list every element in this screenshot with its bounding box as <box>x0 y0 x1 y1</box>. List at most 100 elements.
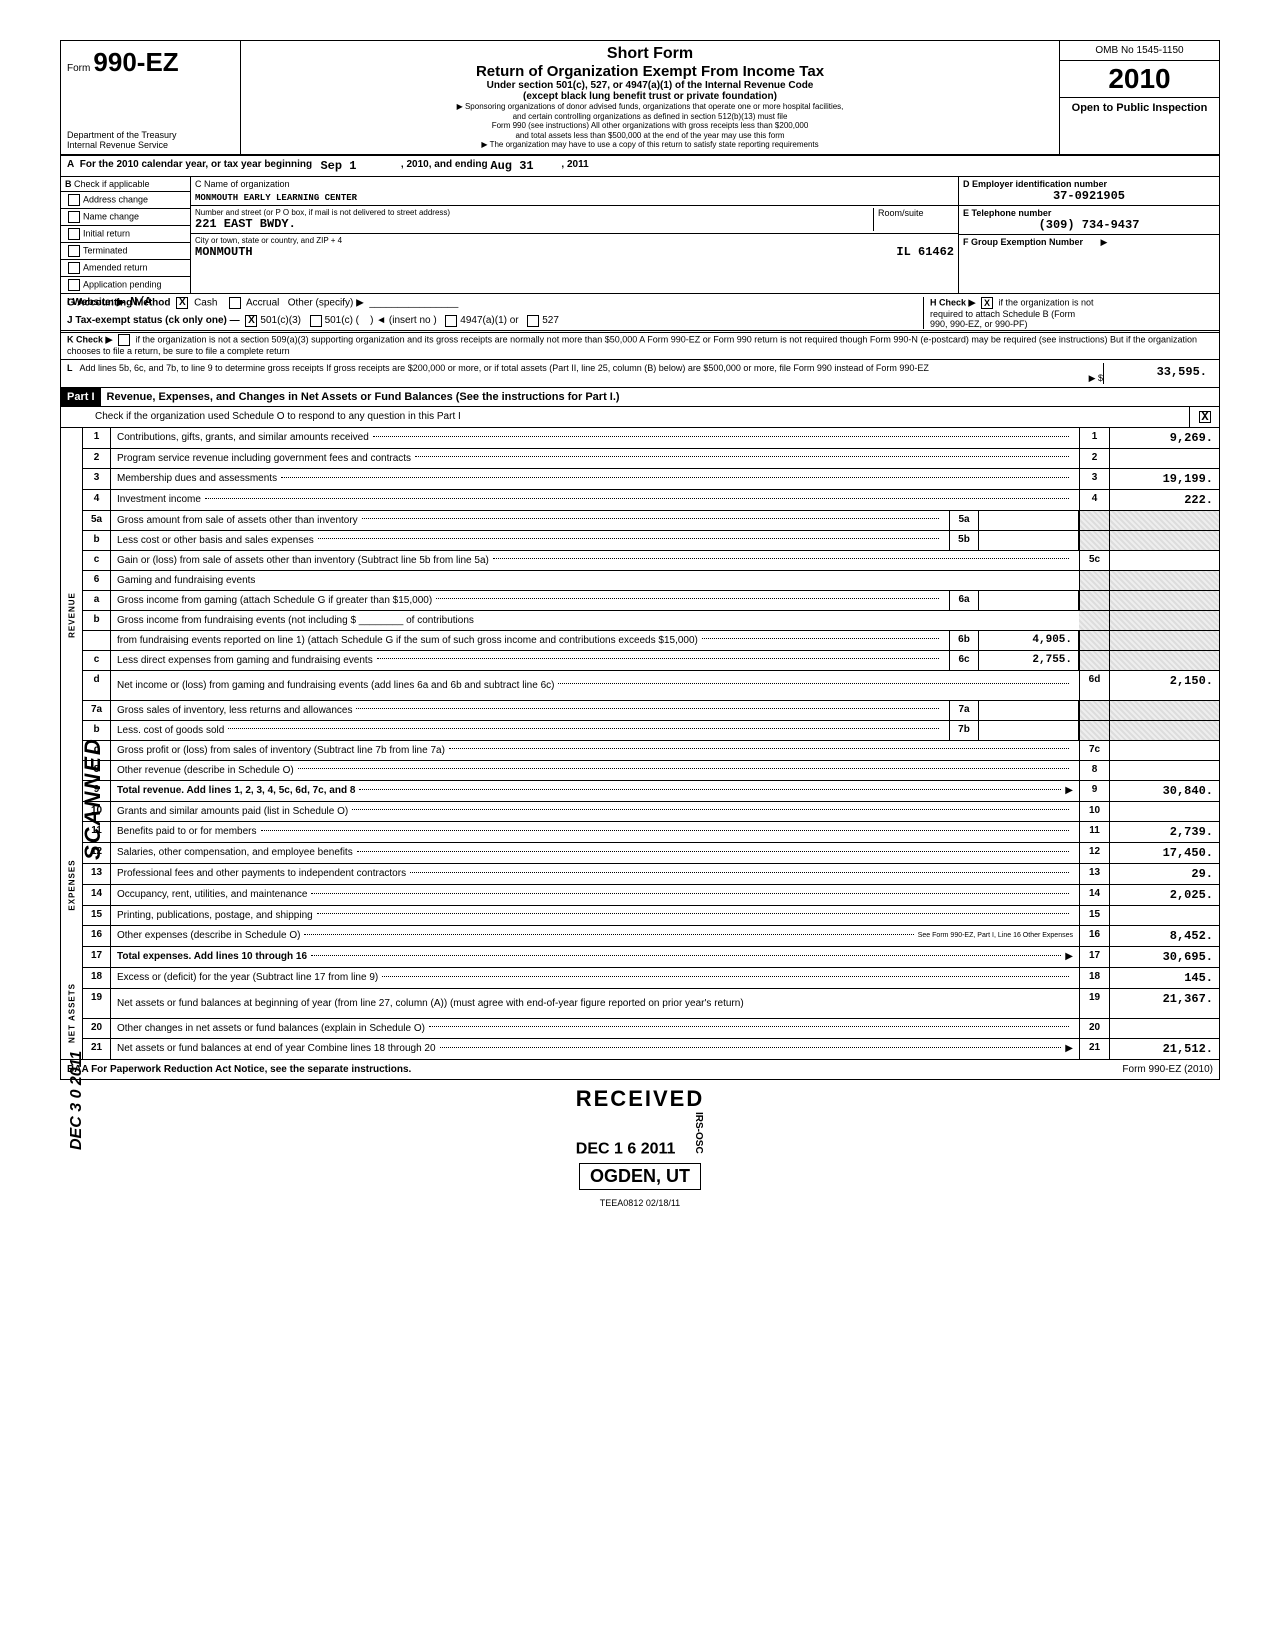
checkbox-4947[interactable] <box>445 315 457 327</box>
checkbox-amended[interactable] <box>68 262 80 274</box>
line-5a-mn: 5a <box>949 511 979 530</box>
checkbox-527[interactable] <box>527 315 539 327</box>
line-13-rn: 13 <box>1079 864 1109 884</box>
line-13-num: 13 <box>83 864 111 884</box>
line-5a-mamt <box>979 511 1079 530</box>
line-k-label: K Check ▶ <box>67 334 112 344</box>
line-15-rn: 15 <box>1079 906 1109 925</box>
line-3-desc: Membership dues and assessments <box>117 473 277 484</box>
opt-name-change: Name change <box>83 211 139 221</box>
line-l-label: L <box>67 363 73 373</box>
line-5a-num: 5a <box>83 511 111 530</box>
checkbox-501c3[interactable]: X <box>245 315 257 327</box>
revenue-section: REVENUE 1Contributions, gifts, grants, a… <box>61 428 1219 802</box>
line-9-arrow: ▶ <box>1065 785 1073 796</box>
net-assets-section: NET ASSETS 18Excess or (deficit) for the… <box>61 968 1219 1059</box>
checkbox-k[interactable] <box>118 334 130 346</box>
line-6b-desc: Gross income from fundraising events (no… <box>117 615 356 626</box>
line-i-label: I Website: ▶ <box>67 297 125 308</box>
line-5c-amt <box>1109 551 1219 570</box>
checkbox-terminated[interactable] <box>68 245 80 257</box>
line-5c: cGain or (loss) from sale of assets othe… <box>83 551 1219 571</box>
line-13: 13Professional fees and other payments t… <box>83 864 1219 885</box>
line-7b-mamt <box>979 721 1079 740</box>
line-11-desc: Benefits paid to or for members <box>117 826 257 837</box>
line-16-desc: Other expenses (describe in Schedule O) <box>117 930 300 941</box>
line-21: 21Net assets or fund balances at end of … <box>83 1039 1219 1059</box>
org-name: MONMOUTH EARLY LEARNING CENTER <box>191 191 958 205</box>
line-1-rn: 1 <box>1079 428 1109 448</box>
line-e-label: E Telephone number <box>963 208 1215 218</box>
line-17: 17Total expenses. Add lines 10 through 1… <box>83 947 1219 968</box>
line-6c-num: c <box>83 651 111 670</box>
line-l-text: Add lines 5b, 6c, and 7b, to line 9 to d… <box>80 363 929 373</box>
line-6a: a Gross income from gaming (attach Schedu… <box>83 591 1219 611</box>
line-6d-desc: Net income or (loss) from gaming and fun… <box>117 680 554 691</box>
expenses-side-label: EXPENSES <box>67 859 76 910</box>
line-7b-desc: Less. cost of goods sold <box>117 725 224 736</box>
room-suite-label: Room/suite <box>874 208 954 231</box>
line-7b: bLess. cost of goods sold7b <box>83 721 1219 741</box>
checkbox-initial-return[interactable] <box>68 228 80 240</box>
telephone: (309) 734-9437 <box>963 218 1215 232</box>
line-a-mid: , 2010, and ending <box>401 159 488 173</box>
gross-receipts: 33,595. <box>1103 363 1213 384</box>
checkbox-501c[interactable] <box>310 315 322 327</box>
block-bcdef: B Check if applicable Address change Nam… <box>61 177 1219 294</box>
line-10-amt <box>1109 802 1219 821</box>
line-6-num: 6 <box>83 571 111 590</box>
org-city: MONMOUTH <box>195 245 253 259</box>
checkbox-schedule-o[interactable]: X <box>1199 411 1211 423</box>
line-21-rn: 21 <box>1079 1039 1109 1059</box>
line-19-num: 19 <box>83 989 111 1018</box>
org-address: 221 EAST BWDY. <box>195 217 873 231</box>
line-21-num: 21 <box>83 1039 111 1059</box>
line-12-rn: 12 <box>1079 843 1109 863</box>
line-16-note: See Form 990-EZ, Part I, Line 16 Other E… <box>918 932 1073 939</box>
checkbox-name-change[interactable] <box>68 211 80 223</box>
form-header: Form 990-EZ Department of the Treasury I… <box>61 41 1219 156</box>
received-date: DEC 1 6 2011 <box>576 1141 676 1158</box>
line-9-rn: 9 <box>1079 781 1109 801</box>
line-7a: 7aGross sales of inventory, less returns… <box>83 701 1219 721</box>
line-16: 16Other expenses (describe in Schedule O… <box>83 926 1219 947</box>
label-501c: 501(c) ( <box>325 315 359 327</box>
checkbox-address-change[interactable] <box>68 194 80 206</box>
line-l-arrow: ▶ $ <box>1073 363 1103 384</box>
open-to-public: Open to Public Inspection <box>1060 98 1219 118</box>
line-8-desc: Other revenue (describe in Schedule O) <box>117 765 294 776</box>
line-k-text: if the organization is not a section 509… <box>67 334 1197 356</box>
form-number: 990-EZ <box>93 47 178 77</box>
line-10: 10Grants and similar amounts paid (list … <box>83 802 1219 822</box>
line-18: 18Excess or (deficit) for the year (Subt… <box>83 968 1219 989</box>
line-l: L Add lines 5b, 6c, and 7b, to line 9 to… <box>61 360 1219 388</box>
ein: 37-0921905 <box>963 189 1215 203</box>
line-5c-desc: Gain or (loss) from sale of assets other… <box>117 555 489 566</box>
line-6c: c Less direct expenses from gaming and fu… <box>83 651 1219 671</box>
line-6a-mamt <box>979 591 1079 610</box>
line-6c-desc: Less direct expenses from gaming and fun… <box>117 655 373 666</box>
label-insert: ) ◄ (insert no ) <box>370 315 437 327</box>
short-form-label: Short Form <box>249 45 1051 63</box>
received-place: OGDEN, UT <box>579 1163 701 1190</box>
part1-header-row: Part I Revenue, Expenses, and Changes in… <box>61 388 1219 407</box>
line-7c: cGross profit or (loss) from sales of in… <box>83 741 1219 761</box>
header-mid: Short Form Return of Organization Exempt… <box>241 41 1059 154</box>
label-4947: 4947(a)(1) or <box>460 315 518 327</box>
line-6-desc: Gaming and fundraising events <box>117 575 255 586</box>
checkbox-application-pending[interactable] <box>68 279 80 291</box>
line-17-arrow: ▶ <box>1065 951 1073 962</box>
line-6a-num: a <box>83 591 111 610</box>
col-def: D Employer identification number 37-0921… <box>959 177 1219 293</box>
line-6b-desc2: of contributions <box>406 615 474 626</box>
subtitle-2: (except black lung benefit trust or priv… <box>249 91 1051 102</box>
line-6d-num: d <box>83 671 111 700</box>
col-b: B Check if applicable Address change Nam… <box>61 177 191 293</box>
line-6a-desc: Gross income from gaming (attach Schedul… <box>117 595 432 606</box>
opt-terminated: Terminated <box>83 245 128 255</box>
line-11-rn: 11 <box>1079 822 1109 842</box>
line-14-rn: 14 <box>1079 885 1109 905</box>
expenses-section: EXPENSES 10Grants and similar amounts pa… <box>61 802 1219 968</box>
line-d-label: D Employer identification number <box>963 179 1215 189</box>
line-20: 20Other changes in net assets or fund ba… <box>83 1019 1219 1039</box>
